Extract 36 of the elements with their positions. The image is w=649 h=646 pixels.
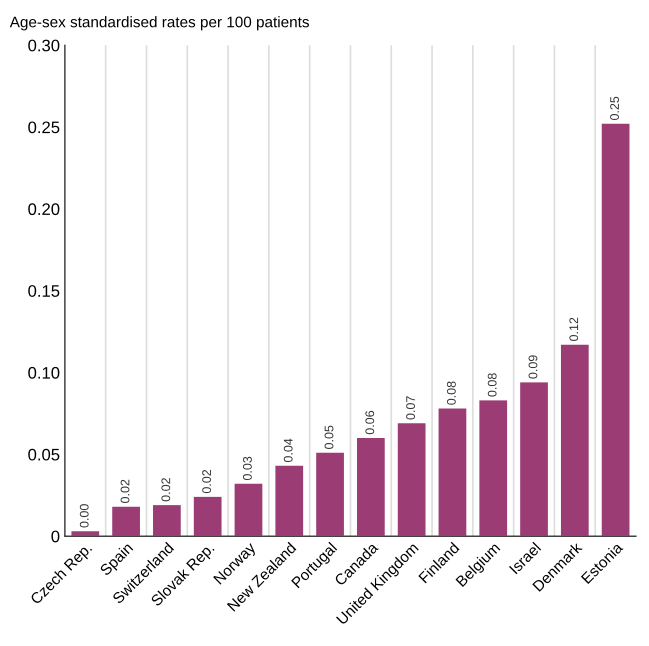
data-label: 0.04 — [284, 438, 293, 462]
data-label: 0.09 — [528, 355, 538, 379]
data-label: 0.12 — [569, 318, 578, 341]
y-axis-title: Age-sex standardised rates per 100 patients — [10, 16, 309, 30]
y-tick-label: 0.10 — [28, 366, 60, 379]
bar — [438, 408, 466, 536]
bar — [398, 423, 426, 536]
data-label: 0.25 — [610, 96, 619, 120]
y-tick-label: 0.20 — [28, 203, 60, 216]
data-label: 0.02 — [161, 478, 170, 502]
data-label: 0.06 — [365, 410, 374, 434]
bar — [194, 496, 222, 536]
data-label: 0.03 — [242, 456, 252, 480]
data-label: 0.05 — [324, 426, 334, 449]
bar — [602, 124, 630, 536]
y-tick-label: 0.30 — [28, 40, 60, 52]
bar — [560, 344, 589, 536]
y-tick-label: 0.25 — [28, 121, 60, 134]
y-tick-label: 0.05 — [28, 448, 60, 461]
bar — [71, 531, 100, 536]
bar — [112, 506, 140, 536]
data-label: 0.02 — [120, 480, 130, 503]
bar — [153, 505, 181, 536]
bar — [479, 400, 508, 536]
data-label: 0.00 — [80, 504, 89, 528]
data-label: 0.08 — [446, 381, 456, 405]
bar — [234, 484, 262, 536]
data-label: 0.02 — [202, 470, 212, 494]
y-tick-label: 0.15 — [28, 285, 60, 297]
data-label: 0.07 — [406, 396, 416, 420]
bar — [316, 452, 344, 536]
bar — [275, 466, 304, 536]
y-tick-label: 0 — [51, 530, 60, 542]
bar — [520, 382, 548, 536]
data-label: 0.08 — [488, 373, 497, 397]
bar — [356, 438, 385, 536]
